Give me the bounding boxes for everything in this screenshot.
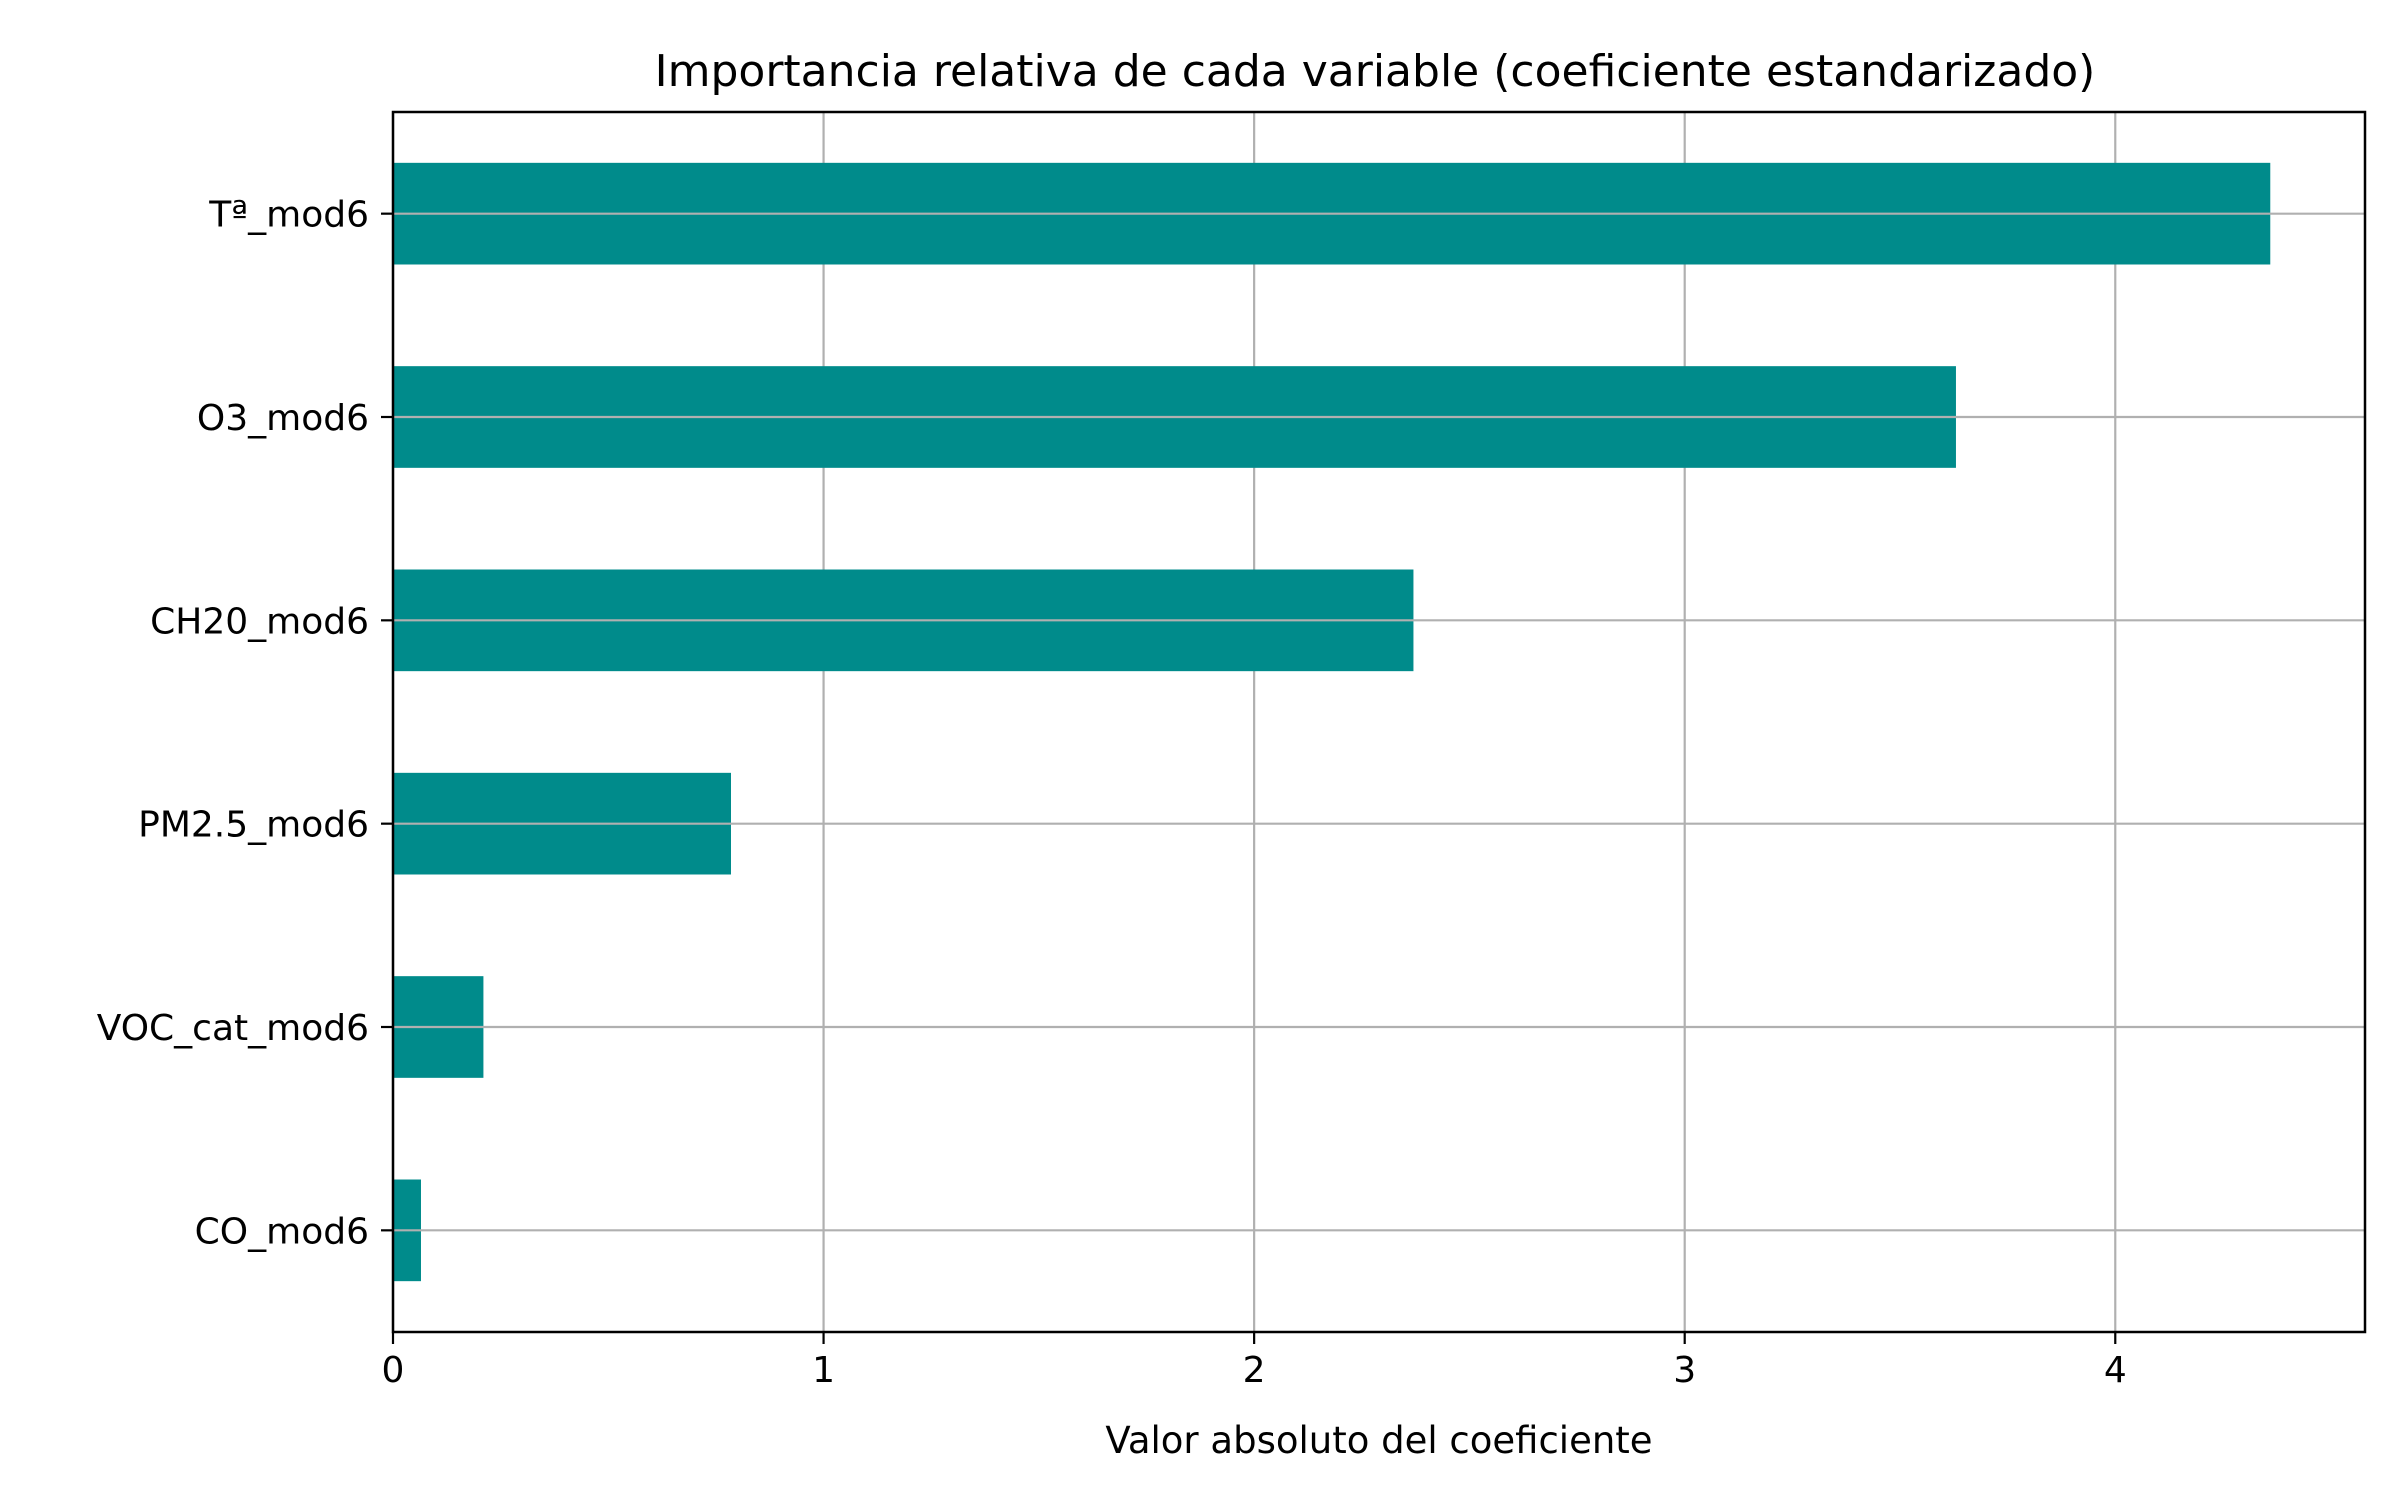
- y-tick-label: Tª_mod6: [208, 195, 369, 236]
- chart-title: Importancia relativa de cada variable (c…: [655, 46, 2096, 97]
- plot-frame: [391, 110, 2367, 1334]
- x-tick-label: 4: [2104, 1350, 2127, 1391]
- y-tick-label: PM2.5_mod6: [138, 805, 369, 846]
- x-tick-label: 2: [1243, 1350, 1266, 1391]
- y-axis-ticks: Tª_mod6 O3_mod6 CH20_mod6 PM2.5_mod6 VOC_cat…: [97, 195, 393, 1252]
- y-tick-label: VOC_cat_mod6: [97, 1008, 369, 1049]
- y-tick-label: CO_mod6: [195, 1211, 369, 1252]
- y-tick-label: CH20_mod6: [150, 601, 369, 642]
- horizontal-grid-lines: [393, 212, 2365, 1232]
- x-tick-label: 3: [1673, 1350, 1696, 1391]
- grid-lines: [391, 112, 2117, 1332]
- bars: [393, 162, 2271, 1282]
- x-tick-label: 1: [812, 1350, 835, 1391]
- y-tick-label: O3_mod6: [197, 398, 369, 439]
- x-tick-label: 0: [382, 1350, 405, 1391]
- x-axis-ticks: 0 1 2 3 4: [382, 1332, 2127, 1391]
- x-axis-label: Valor absoluto del coeficiente: [1105, 1419, 1652, 1462]
